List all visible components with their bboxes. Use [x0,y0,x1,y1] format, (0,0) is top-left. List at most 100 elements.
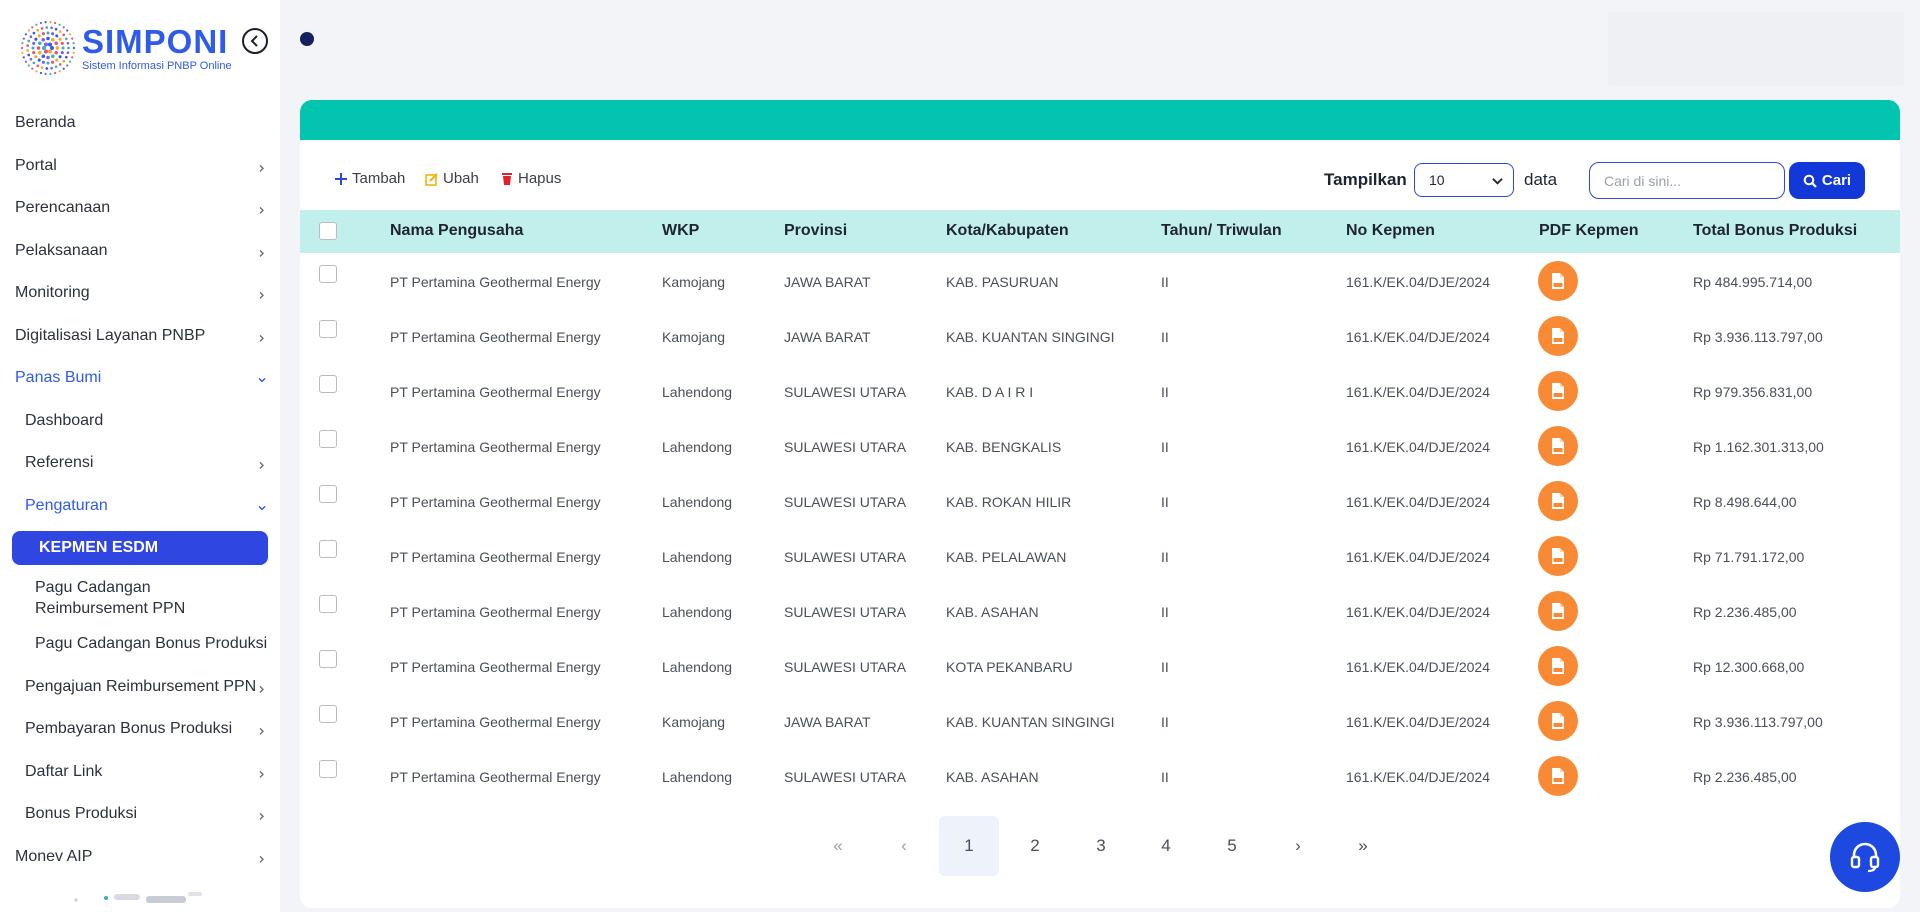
page-size-select[interactable]: 10 [1414,163,1514,197]
pdf-download-button[interactable] [1538,261,1578,301]
column-header-tahun-triwulan[interactable]: Tahun/ Triwulan [1161,222,1282,239]
cell-kota-kabupaten: KAB. PELALAWAN [946,549,1067,565]
sidebar-item-panas-bumi[interactable]: Panas Bumi [0,357,280,400]
cell-no-kepmen: 161.K/EK.04/DJE/2024 [1346,604,1490,620]
table-row[interactable]: PT Pertamina Geothermal Energy Kamojang JA… [300,693,1900,748]
select-all-checkbox[interactable] [319,222,337,240]
user-profile-placeholder[interactable] [1608,12,1904,86]
cell-kota-kabupaten: KAB. KUANTAN SINGINGI [946,714,1115,730]
table-row[interactable]: PT Pertamina Geothermal Energy Lahendong S… [300,583,1900,638]
row-checkbox[interactable] [319,650,337,668]
sidebar-item-digitalisasi-layanan-pnbp[interactable]: Digitalisasi Layanan PNBP [0,315,280,358]
sidebar-item-pelaksanaan[interactable]: Pelaksanaan [0,230,280,273]
cell-provinsi: SULAWESI UTARA [784,769,907,785]
cell-wkp: Kamojang [662,329,726,345]
sidebar-item-label: Portal [15,156,57,174]
pdf-download-button[interactable] [1538,371,1578,411]
cell-total-bonus-produksi: Rp 12.300.668,00 [1693,659,1805,675]
pagination-first-button[interactable]: « [833,836,843,855]
sidebar: SIMPONI Sistem Informasi PNBP Online Ber… [0,0,280,912]
pdf-download-button[interactable] [1538,646,1578,686]
row-checkbox[interactable] [319,705,337,723]
cell-tahun-triwulan: II [1161,494,1169,510]
column-header-no-kepmen[interactable]: No Kepmen [1346,222,1435,239]
search-button[interactable]: Cari [1789,162,1865,199]
sidebar-item-referensi[interactable]: Referensi [0,442,280,485]
pdf-file-icon [1552,438,1564,454]
pdf-download-button[interactable] [1538,536,1578,576]
sidebar-item-daftar-link[interactable]: Daftar Link [0,751,280,794]
cell-provinsi: JAWA BARAT [784,274,871,290]
pdf-download-button[interactable] [1538,481,1578,521]
sidebar-item-pagu-cadangan-bonus-produksi[interactable]: Pagu Cadangan Bonus Produksi [0,623,280,666]
table-row[interactable]: PT Pertamina Geothermal Energy Lahendong S… [300,363,1900,418]
pdf-download-button[interactable] [1538,756,1578,796]
row-checkbox[interactable] [319,320,337,338]
help-support-button[interactable] [1830,822,1900,892]
table-row[interactable]: PT Pertamina Geothermal Energy Lahendong S… [300,418,1900,473]
sidebar-item-label: Pelaksanaan [15,241,108,259]
table-row[interactable]: PT Pertamina Geothermal Energy Kamojang JA… [300,253,1900,308]
pdf-download-button[interactable] [1538,426,1578,466]
column-header-wkp[interactable]: WKP [662,222,700,239]
cell-no-kepmen: 161.K/EK.04/DJE/2024 [1346,549,1490,565]
pagination-page-1[interactable]: 1 [939,816,999,876]
column-header-total-bonus-produksi[interactable]: Total Bonus Produksi [1693,222,1858,239]
pagination-prev-button[interactable]: ‹ [901,836,907,855]
cell-wkp: Kamojang [662,274,726,290]
cell-tahun-triwulan: II [1161,329,1169,345]
row-checkbox[interactable] [319,760,337,778]
sidebar-item-monev-aip[interactable]: Monev AIP [0,836,280,879]
table-row[interactable]: PT Pertamina Geothermal Energy Lahendong S… [300,748,1900,803]
row-checkbox[interactable] [319,485,337,503]
sidebar-item-pagu-cadangan-reimbursement-ppn[interactable]: Pagu Cadangan Reimbursement PPN [0,569,280,623]
row-checkbox[interactable] [319,375,337,393]
cell-wkp: Lahendong [662,439,733,455]
cell-wkp: Lahendong [662,494,733,510]
sidebar-item-portal[interactable]: Portal [0,145,280,188]
sidebar-item-kepmen-esdm[interactable]: KEPMEN ESDM [12,531,268,565]
pagination-last-button[interactable]: » [1358,836,1368,855]
row-checkbox[interactable] [319,265,337,283]
pagination-next-button[interactable]: › [1295,836,1301,855]
cell-kota-kabupaten: KAB. D A I R I [946,384,1034,400]
sidebar-item-pengaturan[interactable]: Pengaturan [0,485,280,528]
row-checkbox[interactable] [319,595,337,613]
brand-logo[interactable]: SIMPONI Sistem Informasi PNBP Online [18,18,233,78]
sidebar-item-label: Beranda [15,114,76,132]
cell-nama-pengusaha: PT Pertamina Geothermal Energy [390,659,601,675]
row-checkbox[interactable] [319,430,337,448]
table-row[interactable]: PT Pertamina Geothermal Energy Kamojang JA… [300,308,1900,363]
sidebar-item-pembayaran-bonus-produksi[interactable]: Pembayaran Bonus Produksi [0,708,280,751]
pdf-download-button[interactable] [1538,591,1578,631]
edit-button[interactable]: Ubah [425,170,479,187]
pdf-download-button[interactable] [1538,316,1578,356]
row-checkbox[interactable] [319,540,337,558]
column-header-nama-pengusaha[interactable]: Nama Pengusaha [390,222,524,239]
search-input[interactable]: Cari di sini... [1589,162,1785,199]
column-header-provinsi[interactable]: Provinsi [784,222,848,239]
sidebar-item-monitoring[interactable]: Monitoring [0,272,280,315]
pdf-file-icon [1552,713,1564,729]
table-row[interactable]: PT Pertamina Geothermal Energy Lahendong S… [300,638,1900,693]
cell-wkp: Lahendong [662,769,733,785]
column-header-kota-kabupaten[interactable]: Kota/Kabupaten [946,222,1069,239]
sidebar-item-dashboard[interactable]: Dashboard [0,400,280,443]
table-row[interactable]: PT Pertamina Geothermal Energy Lahendong S… [300,473,1900,528]
sidebar-item-perencanaan[interactable]: Perencanaan [0,187,280,230]
add-button[interactable]: Tambah [334,170,405,187]
sidebar-collapse-button[interactable] [242,28,268,54]
sidebar-item-beranda[interactable]: Beranda [0,102,280,145]
pagination: « ‹ 1 2 3 4 5 › » [300,816,1900,876]
sidebar-item-pengajuan-reimbursement-ppn[interactable]: Pengajuan Reimbursement PPN [0,666,280,709]
sidebar-item-bonus-produksi[interactable]: Bonus Produksi [0,793,280,836]
delete-button[interactable]: Hapus [500,170,561,187]
table-row[interactable]: PT Pertamina Geothermal Energy Lahendong S… [300,528,1900,583]
pdf-download-button[interactable] [1538,701,1578,741]
column-header-pdf-kepmen[interactable]: PDF Kepmen [1539,222,1639,239]
pagination-page-2[interactable]: 2 [1030,836,1040,855]
pagination-page-4[interactable]: 4 [1161,836,1171,855]
sidebar-item-label: Pagu Cadangan Reimbursement PPN [35,579,186,617]
pagination-page-5[interactable]: 5 [1227,836,1237,855]
pagination-page-3[interactable]: 3 [1096,836,1106,855]
